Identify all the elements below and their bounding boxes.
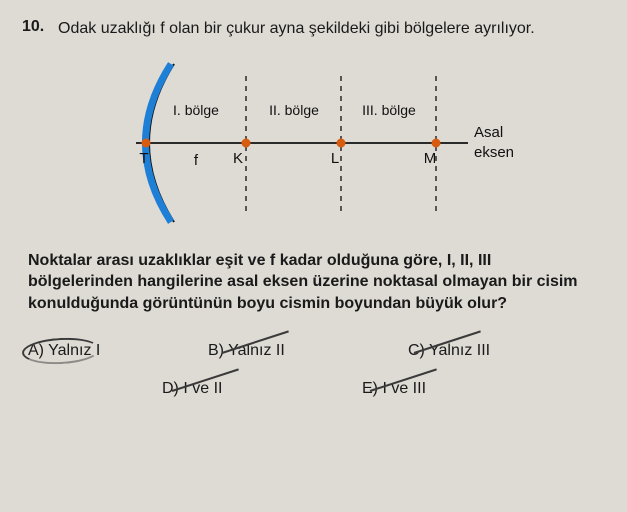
body-bold: Noktalar arası uzaklıklar eşit ve f kada… [28, 252, 578, 312]
choice-b: B) Yalnız II [208, 342, 408, 360]
svg-text:T: T [139, 150, 148, 167]
question-body: Noktalar arası uzaklıklar eşit ve f kada… [28, 250, 593, 315]
svg-text:K: K [232, 150, 242, 167]
svg-text:I. bölge: I. bölge [173, 102, 219, 118]
svg-text:f: f [193, 152, 198, 169]
mirror-diagram: T K L Mf I. bölge II. bölge III. bölge Asal ekse… [96, 58, 526, 228]
choice-c: C) Yalnız III [408, 342, 568, 360]
choices: A) Yalnız I B) Yalnız II C) Yalnız III D… [22, 342, 599, 418]
svg-text:II. bölge: II. bölge [269, 102, 319, 118]
svg-text:Asal: Asal [474, 124, 503, 141]
choice-a: A) Yalnız I [28, 342, 208, 360]
question-number: 10. [22, 18, 50, 40]
diagram-container: T K L Mf I. bölge II. bölge III. bölge Asal ekse… [22, 58, 599, 228]
svg-text:III. bölge: III. bölge [362, 102, 416, 118]
svg-text:L: L [330, 150, 338, 167]
svg-text:eksen: eksen [474, 144, 514, 161]
question-row: 10. Odak uzaklığı f olan bir çukur ayna … [22, 18, 599, 40]
svg-text:M: M [423, 150, 436, 167]
choice-d: D) I ve II [162, 380, 362, 398]
choice-e: E) I ve III [362, 380, 522, 398]
question-text: Odak uzaklığı f olan bir çukur ayna şeki… [58, 18, 535, 40]
choices-row-2: D) I ve II E) I ve III [22, 380, 599, 398]
choices-row-1: A) Yalnız I B) Yalnız II C) Yalnız III [22, 342, 599, 360]
pen-circle-icon [21, 336, 100, 366]
